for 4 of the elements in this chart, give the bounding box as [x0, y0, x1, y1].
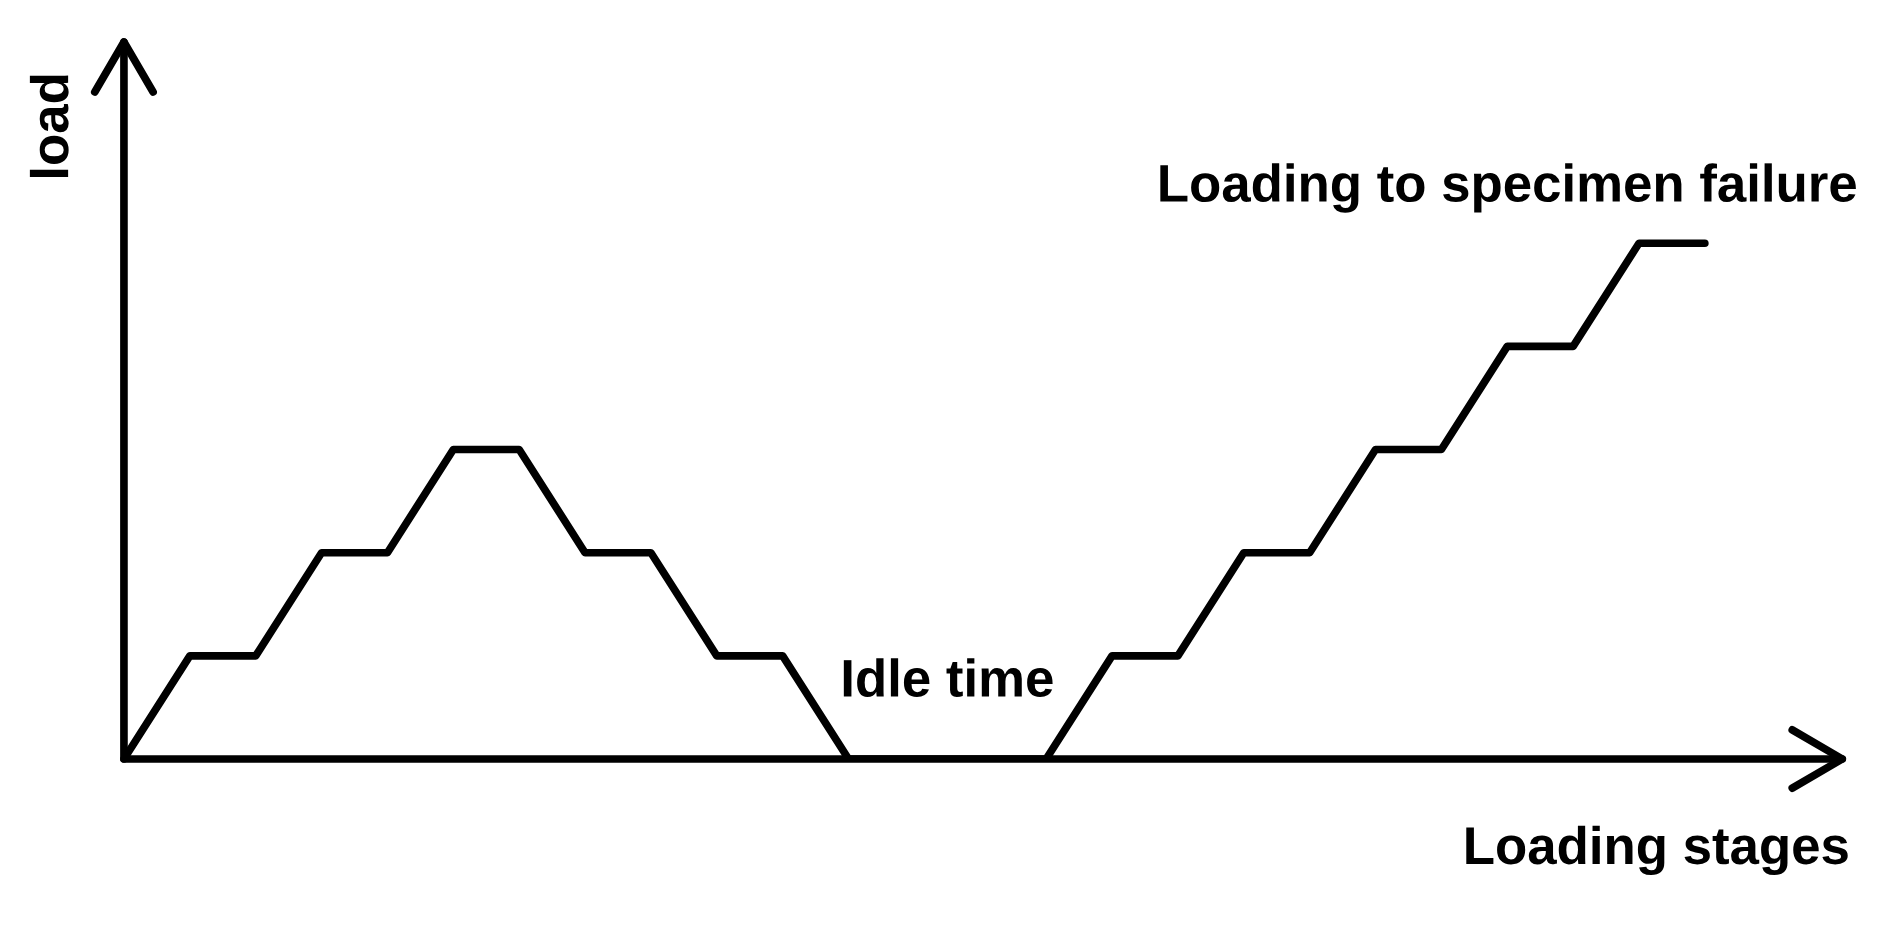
x-axis-title: Loading stages: [1466, 825, 1848, 876]
text: Loading to specimen failure: [1160, 163, 1856, 213]
annotation: Idle time: [843, 658, 1053, 698]
y-axis-title: load: [29, 75, 69, 177]
